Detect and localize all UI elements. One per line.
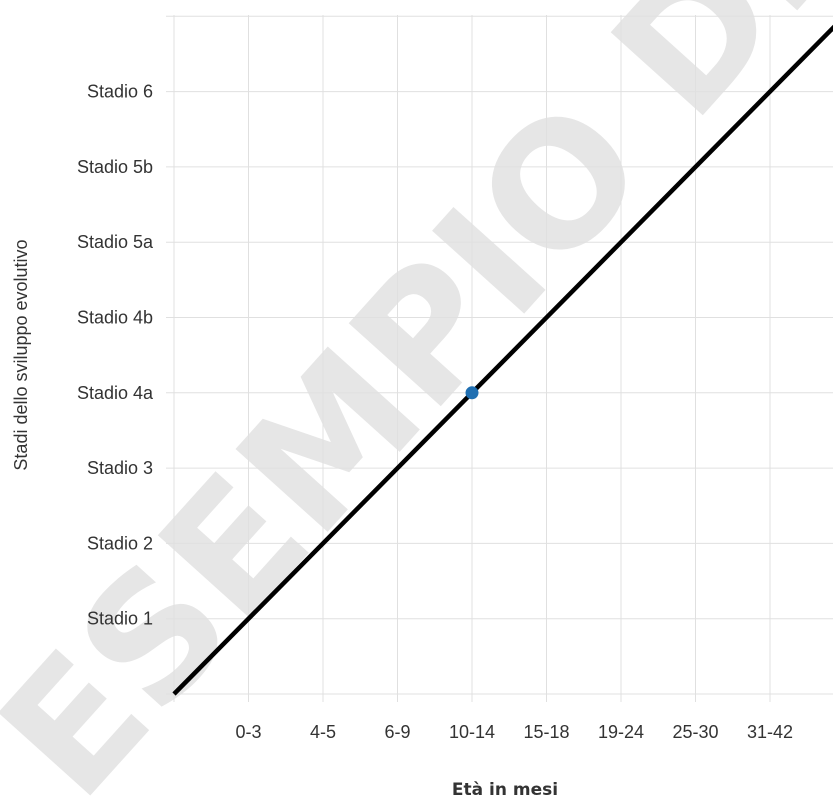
- series-layer: [172, 24, 833, 696]
- data-point: [465, 386, 479, 400]
- y-tick-label: Stadio 6: [87, 82, 153, 102]
- y-tick-label: Stadio 3: [87, 458, 153, 478]
- series-line: [172, 24, 833, 696]
- x-tick-label: 0-3: [235, 722, 261, 742]
- y-tick-label: Stadio 4a: [77, 383, 154, 403]
- x-axis-title: Età in mesi: [452, 780, 558, 800]
- x-tick-label: 10-14: [449, 722, 495, 742]
- y-tick-label: Stadio 5b: [77, 157, 153, 177]
- y-tick-label: Stadio 1: [87, 609, 153, 629]
- x-tick-label: 19-24: [598, 722, 644, 742]
- x-tick-label: 15-18: [523, 722, 569, 742]
- x-tick-label: 6-9: [384, 722, 410, 742]
- y-axis-title: Stadi dello sviluppo evolutivo: [11, 239, 31, 470]
- y-tick-label: Stadio 4b: [77, 308, 153, 328]
- y-axis-ticks: Stadio 1 Stadio 2 Stadio 3 Stadio 4a Stadio …: [77, 82, 154, 629]
- x-tick-label: 31-42: [747, 722, 793, 742]
- x-tick-label: 4-5: [310, 722, 336, 742]
- y-tick-label: Stadio 5a: [77, 232, 154, 252]
- grid-lines: [166, 15, 833, 702]
- x-tick-label: 25-30: [672, 722, 718, 742]
- x-axis-ticks: 0-3 4-5 6-9 10-14 15-18 19-24 25-30 31-42: [235, 722, 793, 742]
- y-tick-label: Stadio 2: [87, 533, 153, 553]
